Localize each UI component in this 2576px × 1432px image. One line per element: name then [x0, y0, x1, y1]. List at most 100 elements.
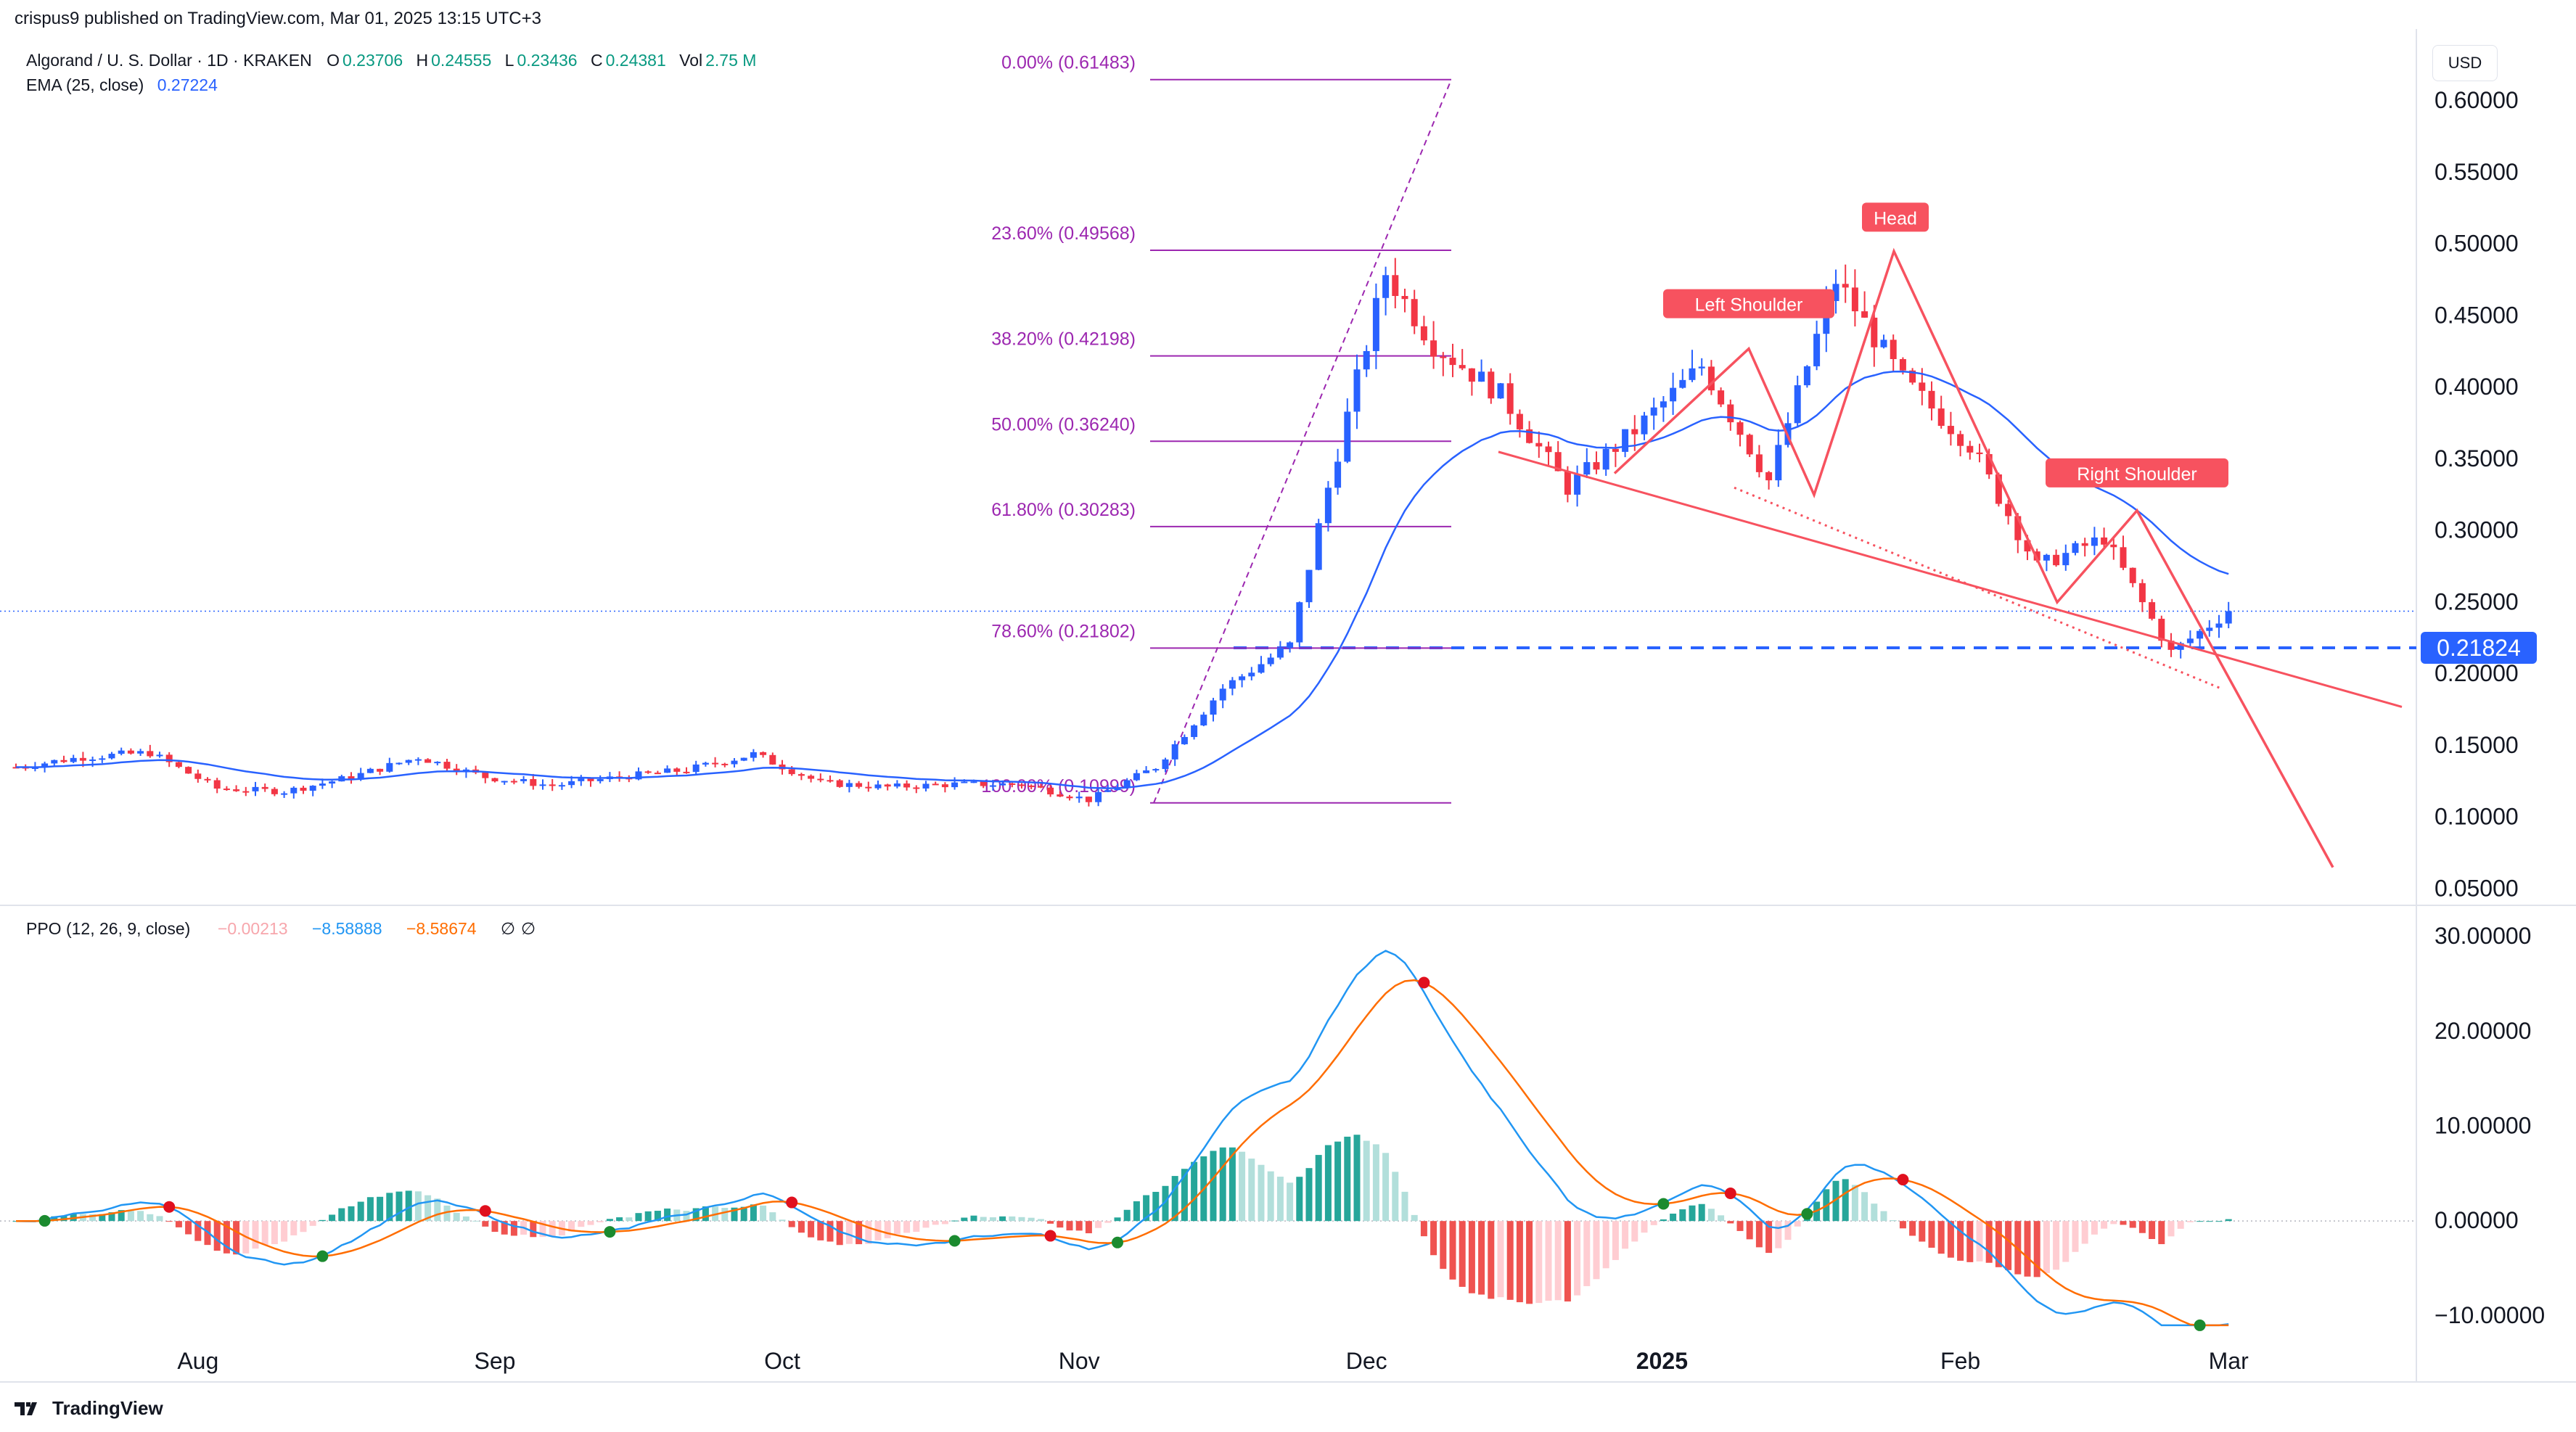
candle[interactable] — [424, 759, 432, 763]
candle[interactable] — [530, 778, 537, 786]
candle[interactable] — [750, 752, 757, 758]
candle[interactable] — [329, 781, 336, 784]
candle[interactable] — [2225, 611, 2232, 624]
candle[interactable] — [366, 768, 374, 773]
candle[interactable] — [1449, 358, 1456, 366]
candle[interactable] — [1152, 769, 1160, 771]
candle[interactable] — [999, 783, 1006, 786]
candle[interactable] — [1258, 664, 1265, 673]
candle[interactable] — [1143, 770, 1150, 773]
candle[interactable] — [951, 782, 959, 788]
candle[interactable] — [1775, 445, 1782, 481]
candle[interactable] — [1813, 334, 1821, 366]
candle[interactable] — [903, 783, 911, 788]
candle[interactable] — [1392, 275, 1399, 297]
candle[interactable] — [1267, 657, 1274, 664]
ema-label[interactable]: EMA (25, close) — [26, 75, 144, 94]
candle[interactable] — [510, 781, 517, 783]
candle[interactable] — [242, 791, 250, 793]
candle[interactable] — [1057, 794, 1064, 797]
candle[interactable] — [961, 781, 968, 783]
candle[interactable] — [1009, 783, 1016, 785]
candle[interactable] — [2053, 554, 2060, 566]
candle[interactable] — [1363, 350, 1370, 370]
candle[interactable] — [281, 793, 288, 795]
candle[interactable] — [874, 784, 882, 789]
tradingview-logo[interactable]: TradingView — [15, 1397, 163, 1420]
candle[interactable] — [664, 768, 671, 773]
candle[interactable] — [1276, 648, 1284, 658]
candle[interactable] — [1535, 443, 1543, 447]
candle[interactable] — [1401, 296, 1408, 300]
candle[interactable] — [108, 754, 115, 759]
candle[interactable] — [731, 760, 738, 765]
candle[interactable] — [1027, 785, 1035, 787]
candle[interactable] — [482, 773, 489, 778]
candle[interactable] — [702, 762, 709, 765]
candle[interactable] — [31, 767, 38, 769]
candle[interactable] — [1727, 404, 1734, 423]
candle[interactable] — [434, 762, 441, 764]
candle[interactable] — [194, 773, 202, 779]
candle[interactable] — [79, 757, 86, 761]
candle[interactable] — [1736, 422, 1744, 435]
candle[interactable] — [596, 779, 604, 781]
candle[interactable] — [1957, 434, 1964, 446]
candle[interactable] — [980, 781, 987, 786]
candle[interactable] — [290, 787, 298, 794]
candle[interactable] — [1718, 390, 1725, 405]
candle[interactable] — [1919, 382, 1926, 391]
candle[interactable] — [941, 784, 948, 788]
candle[interactable] — [1985, 453, 1993, 474]
candle[interactable] — [2215, 623, 2223, 628]
candle[interactable] — [1641, 415, 1648, 435]
candle[interactable] — [654, 773, 661, 775]
candle[interactable] — [261, 786, 268, 789]
candle[interactable] — [2149, 602, 2156, 619]
candle[interactable] — [1554, 452, 1562, 472]
candle[interactable] — [1899, 359, 1906, 371]
candle[interactable] — [165, 754, 173, 762]
candle[interactable] — [1085, 797, 1092, 802]
ppo-signal-line[interactable] — [16, 979, 2229, 1327]
candle[interactable] — [1545, 446, 1552, 453]
candle[interactable] — [1219, 688, 1226, 701]
candle[interactable] — [1133, 773, 1140, 781]
candle[interactable] — [185, 767, 192, 774]
candle[interactable] — [501, 781, 508, 783]
candle[interactable] — [721, 763, 729, 765]
candle[interactable] — [137, 751, 144, 754]
candle[interactable] — [2014, 516, 2022, 540]
candle[interactable] — [1497, 383, 1504, 399]
candle[interactable] — [1315, 523, 1322, 570]
candle[interactable] — [797, 774, 805, 776]
candle[interactable] — [1468, 368, 1475, 382]
candle[interactable] — [223, 789, 230, 791]
candle[interactable] — [692, 764, 700, 773]
candle[interactable] — [712, 762, 719, 765]
candle[interactable] — [1861, 311, 1869, 318]
candle[interactable] — [2196, 630, 2204, 639]
symbol-name[interactable]: Algorand / U. S. Dollar · 1D · KRAKEN — [26, 51, 312, 70]
candle[interactable] — [1162, 759, 1169, 770]
candle[interactable] — [635, 771, 642, 780]
candle[interactable] — [558, 785, 565, 787]
candle[interactable] — [252, 786, 259, 791]
candle[interactable] — [1966, 445, 1974, 453]
candle[interactable] — [788, 769, 795, 775]
candle[interactable] — [1937, 408, 1945, 427]
candle[interactable] — [1239, 676, 1246, 680]
candle[interactable] — [1382, 275, 1390, 298]
candle[interactable] — [1583, 462, 1591, 475]
candle[interactable] — [1842, 284, 1849, 288]
candle[interactable] — [1871, 317, 1878, 347]
candle[interactable] — [644, 771, 652, 773]
candle[interactable] — [893, 783, 901, 787]
candle[interactable] — [1526, 429, 1533, 443]
candle[interactable] — [856, 783, 863, 787]
candle[interactable] — [1181, 736, 1188, 744]
candle[interactable] — [2091, 537, 2098, 546]
candle[interactable] — [300, 787, 307, 791]
candle[interactable] — [1679, 379, 1686, 388]
